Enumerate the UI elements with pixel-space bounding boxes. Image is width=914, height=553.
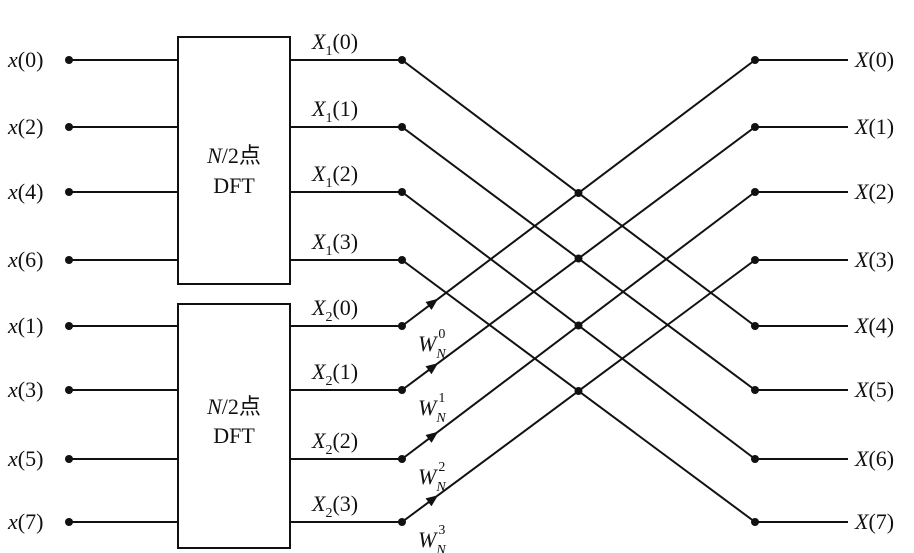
block-output-label: X2(2) bbox=[311, 428, 358, 458]
output-label: X(1) bbox=[854, 114, 894, 139]
twiddle-arrow bbox=[401, 431, 439, 460]
input-label: x(1) bbox=[7, 313, 43, 338]
twiddle-arrow bbox=[401, 494, 439, 523]
butterfly-junction bbox=[574, 189, 583, 197]
twiddle-arrow bbox=[401, 362, 439, 391]
butterfly-junction bbox=[574, 254, 583, 263]
block-output-label: X1(0) bbox=[311, 29, 358, 59]
input-label: x(5) bbox=[7, 446, 43, 471]
butterfly-wire-up bbox=[436, 259, 756, 497]
output-label: X(2) bbox=[854, 179, 894, 204]
block-output-label: X1(1) bbox=[311, 96, 358, 126]
block-output-label: X2(1) bbox=[311, 359, 358, 389]
block-output-label: X2(3) bbox=[311, 491, 358, 521]
input-label: x(7) bbox=[7, 509, 43, 534]
dft-block-top-subtitle: DFT bbox=[213, 173, 255, 198]
block-output-label: X1(2) bbox=[311, 161, 358, 191]
block-output-label: X1(3) bbox=[311, 229, 358, 259]
dft-block-top-title: N/2点 bbox=[206, 143, 261, 168]
butterfly-wire-up bbox=[436, 191, 756, 434]
butterfly-wire-up bbox=[436, 59, 756, 301]
dft-block-bottom-title: N/2点 bbox=[206, 394, 261, 419]
butterfly-junction bbox=[574, 321, 583, 330]
input-label: x(0) bbox=[7, 47, 43, 72]
output-label: X(5) bbox=[854, 377, 894, 402]
output-label: X(0) bbox=[854, 47, 894, 72]
output-label: X(3) bbox=[854, 247, 894, 272]
butterfly-wire-up bbox=[436, 126, 756, 365]
input-label: x(6) bbox=[7, 247, 43, 272]
dft-block-bottom bbox=[177, 303, 291, 549]
dft-block-top bbox=[177, 36, 291, 285]
input-label: x(2) bbox=[7, 114, 43, 139]
output-label: X(6) bbox=[854, 446, 894, 471]
dft-block-bottom-subtitle: DFT bbox=[213, 423, 255, 448]
input-label: x(3) bbox=[7, 377, 43, 402]
block-output-label: X2(0) bbox=[311, 295, 358, 325]
output-label: X(4) bbox=[854, 313, 894, 338]
butterfly-junction bbox=[574, 387, 583, 395]
output-label: X(7) bbox=[854, 509, 894, 534]
input-label: x(4) bbox=[7, 179, 43, 204]
twiddle-arrow bbox=[401, 298, 439, 327]
